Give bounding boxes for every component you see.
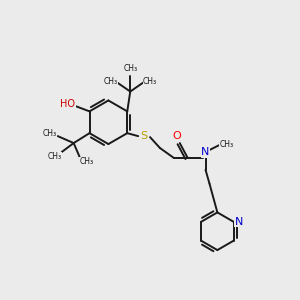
Text: CH₃: CH₃: [123, 64, 137, 73]
Text: CH₃: CH₃: [43, 129, 57, 138]
Text: CH₃: CH₃: [143, 77, 157, 86]
Text: CH₃: CH₃: [48, 152, 62, 161]
Text: CH₃: CH₃: [103, 77, 118, 86]
Text: O: O: [172, 131, 181, 141]
Text: HO: HO: [60, 99, 75, 110]
Text: N: N: [234, 217, 243, 227]
Text: N: N: [201, 147, 210, 157]
Text: CH₃: CH₃: [219, 140, 233, 148]
Text: CH₃: CH₃: [80, 158, 94, 166]
Text: S: S: [140, 131, 148, 141]
